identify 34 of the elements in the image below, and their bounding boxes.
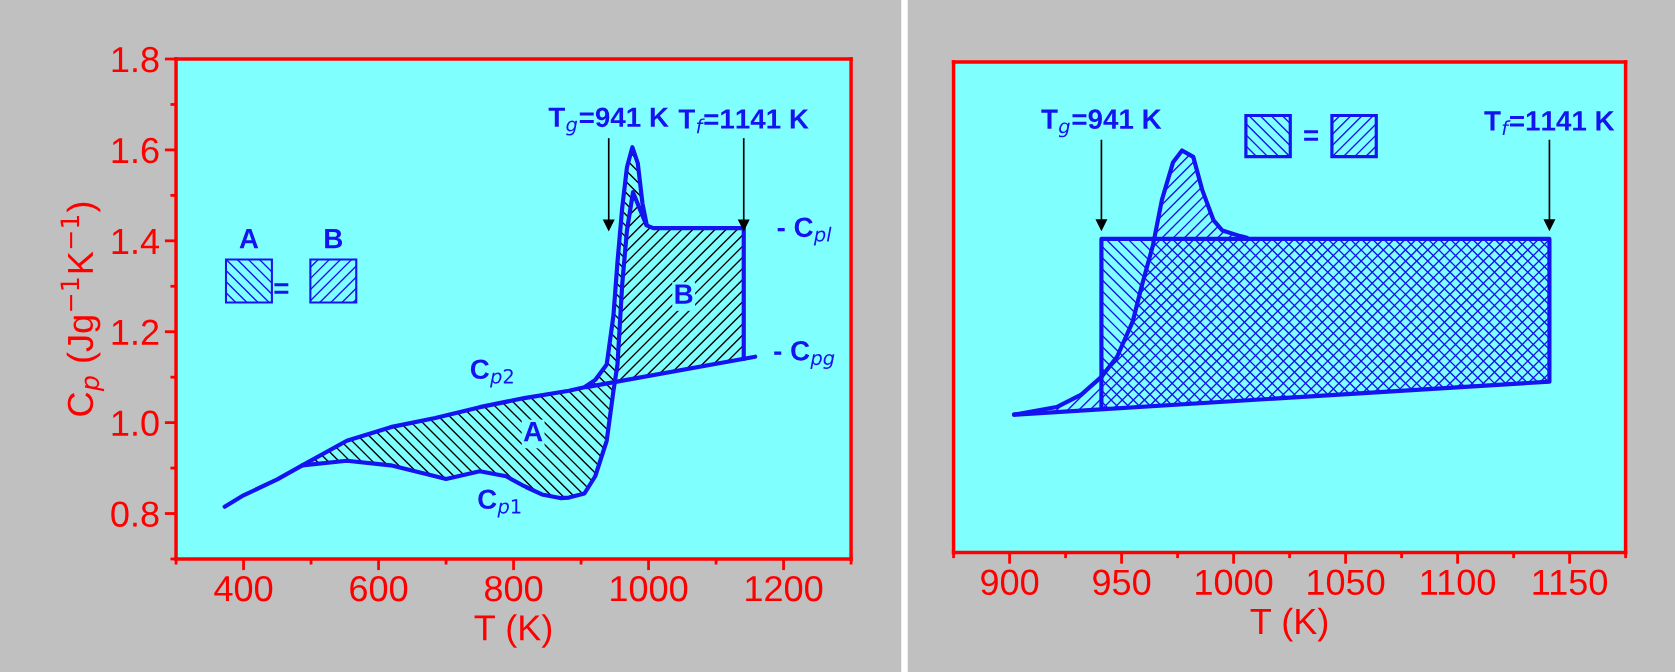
x-tick-label: 1200 bbox=[746, 575, 823, 602]
x-tick-label: 600 bbox=[350, 575, 408, 602]
y-axis-title: C$_{p}$ (Jg$^{−1}$K$^{−1}$) bbox=[60, 202, 105, 416]
annotation: C$_{p2}$ bbox=[470, 359, 513, 388]
x-tick-label: 1000 bbox=[1196, 569, 1273, 596]
annotation: A bbox=[523, 422, 543, 442]
x-tick-label: 400 bbox=[214, 575, 273, 602]
ref-line-label: T$_{g}$=941 K bbox=[548, 107, 669, 136]
y-tick-label: 1.8 bbox=[112, 46, 159, 73]
y-tick-label: 1.0 bbox=[112, 410, 159, 437]
x-axis-title: T (K) bbox=[474, 614, 552, 648]
text: = bbox=[1304, 130, 1319, 141]
x-axis-title: T (K) bbox=[1250, 607, 1328, 642]
y-tick-label: 1.2 bbox=[112, 319, 159, 345]
x-tick-label: 950 bbox=[1093, 569, 1151, 596]
ref-line-label: T$_{g}$=941 K bbox=[1041, 109, 1162, 138]
x-tick-label: 1050 bbox=[1308, 569, 1385, 596]
x-tick-label: 800 bbox=[485, 575, 543, 602]
annotation: B bbox=[325, 229, 343, 249]
x-tick-label: 1100 bbox=[1421, 569, 1496, 596]
annotation: - C$_{pl}$ bbox=[777, 217, 832, 246]
annotation: = bbox=[274, 283, 289, 294]
ref-line-label: T$_{f}$=1141 K bbox=[1484, 111, 1615, 136]
y-tick-label: 1.4 bbox=[112, 229, 160, 254]
ref-line-label: T$_{f}$=1141 K bbox=[678, 109, 809, 134]
x-tick-label: 1000 bbox=[611, 575, 688, 602]
annotation: A bbox=[239, 229, 259, 249]
y-tick-label: 1.6 bbox=[112, 137, 159, 164]
annotation: - C$_{pg}$ bbox=[774, 340, 835, 369]
y-tick-label: 0.8 bbox=[111, 501, 159, 527]
x-tick-label: 900 bbox=[981, 569, 1039, 596]
annotation: B bbox=[675, 284, 693, 304]
annotation: C$_{p1}$ bbox=[478, 489, 521, 518]
x-tick-label: 1150 bbox=[1533, 569, 1608, 596]
